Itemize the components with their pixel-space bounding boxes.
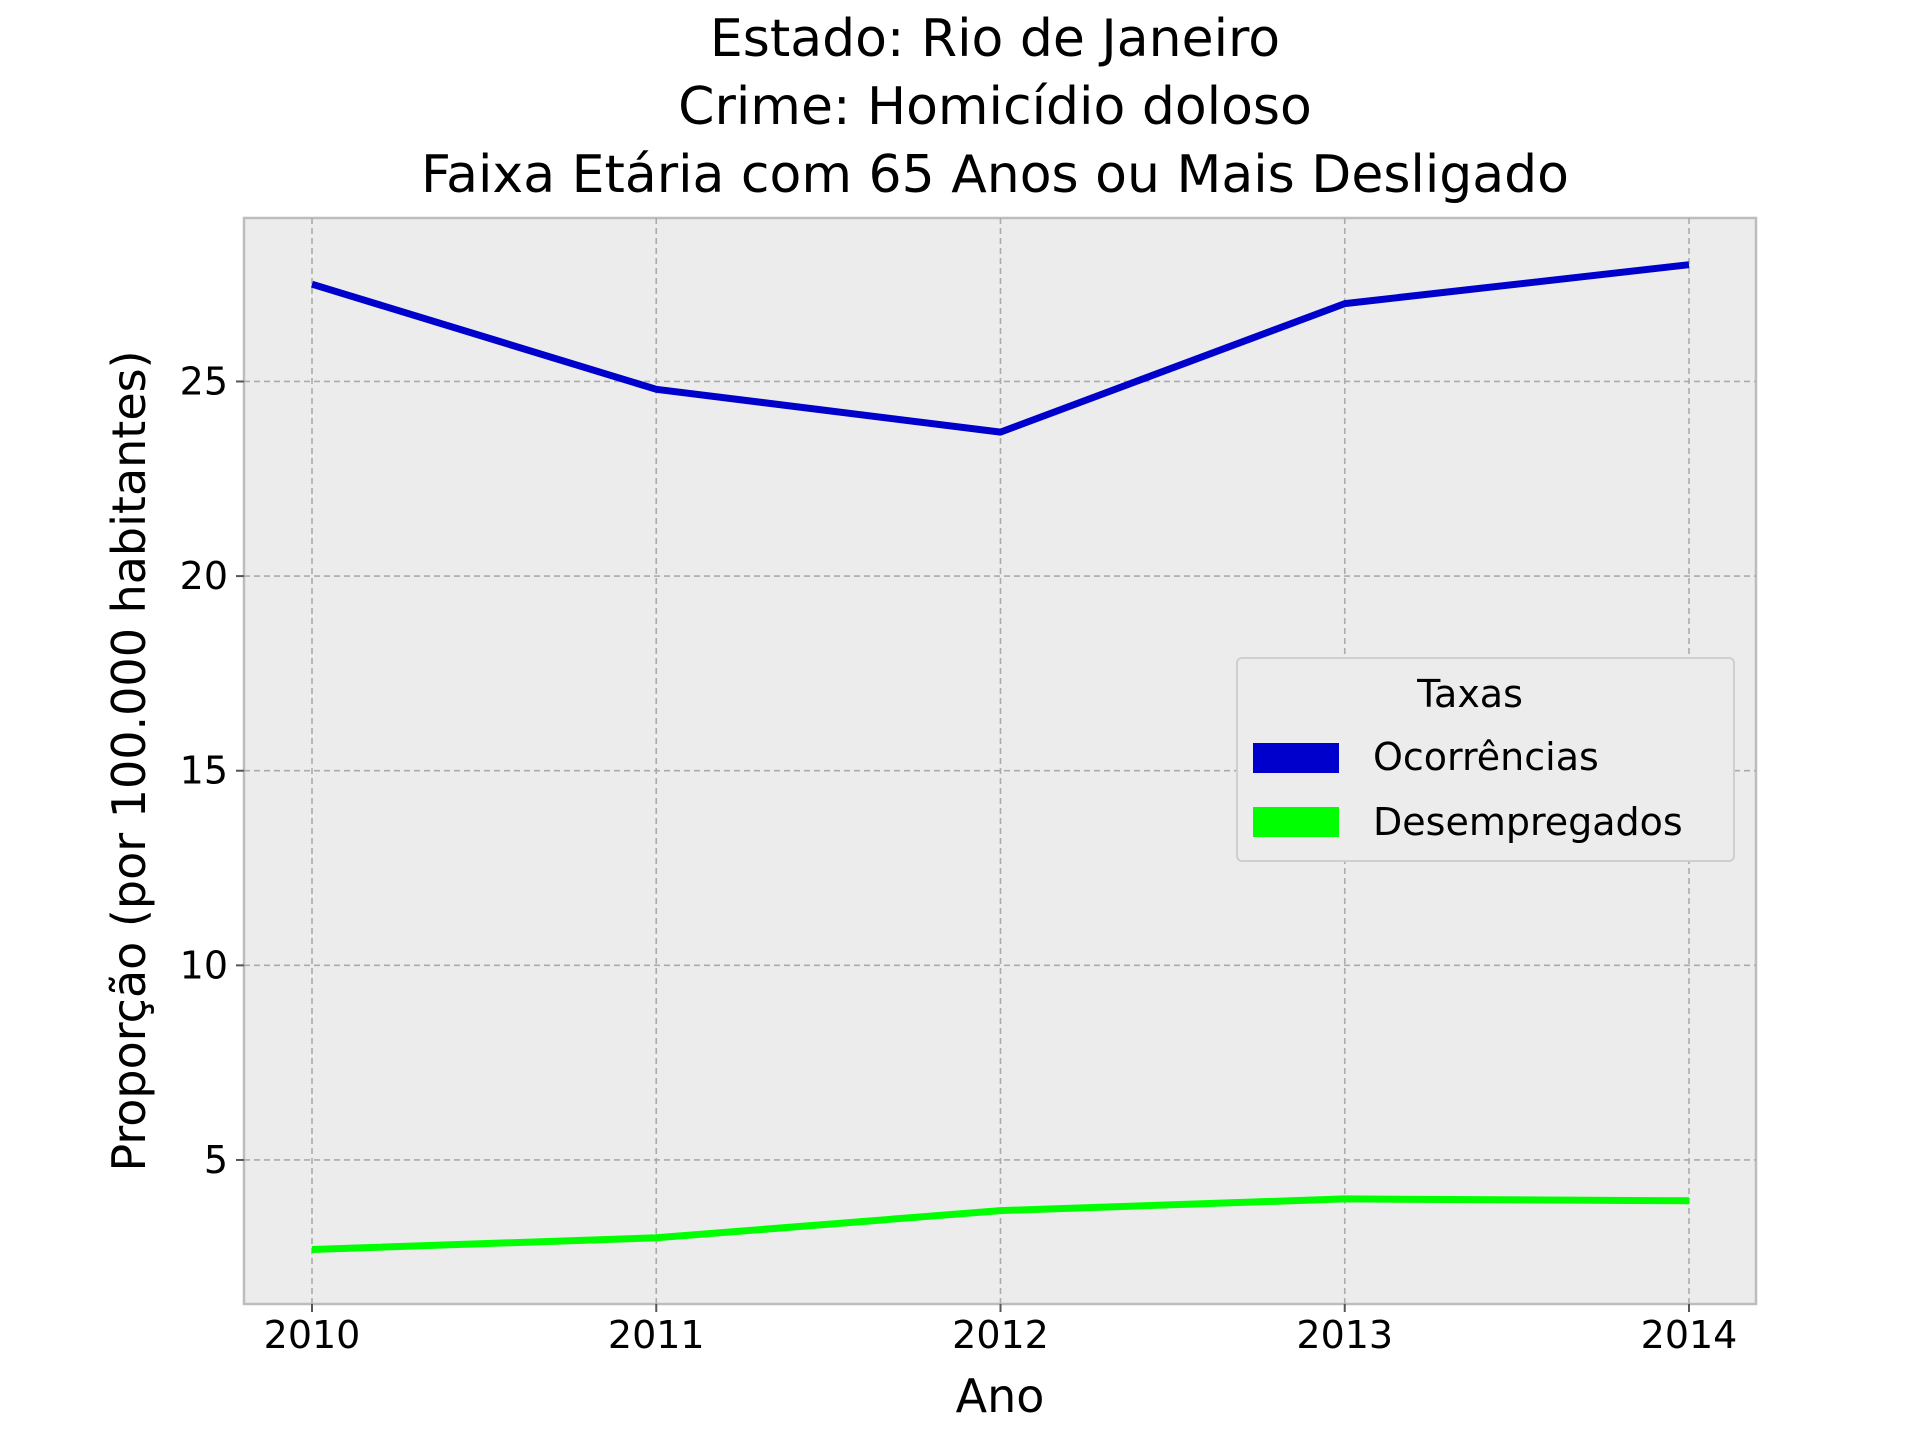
y-tick-label: 5: [204, 1138, 228, 1182]
x-tick-label: 2013: [1296, 1313, 1393, 1357]
x-tick-label: 2012: [952, 1313, 1049, 1357]
series-group: [310, 261, 1690, 1253]
y-axis: 5 10 15 20 25: [180, 359, 244, 1182]
y-tick-label: 20: [180, 554, 228, 598]
legend-label-ocorrencias: Ocorrências: [1373, 735, 1599, 779]
x-tick-label: 2014: [1641, 1313, 1738, 1357]
y-tick-label: 10: [180, 943, 228, 987]
title-line-3: Faixa Etária com 65 Anos ou Mais Desliga…: [421, 145, 1569, 205]
y-tick-label: 15: [180, 749, 228, 793]
x-tick-label: 2010: [264, 1313, 361, 1357]
y-tick-label: 25: [180, 359, 228, 403]
y-axis-label: Proporção (por 100.000 habitantes): [102, 350, 156, 1171]
legend-label-desempregados: Desempregados: [1373, 800, 1683, 844]
x-axis-label: Ano: [956, 1369, 1045, 1423]
x-axis: 2010 2011 2012 2013 2014: [264, 1304, 1738, 1357]
chart-title: Estado: Rio de Janeiro Crime: Homicídio …: [421, 9, 1569, 205]
legend-swatch-desempregados: [1253, 807, 1339, 837]
legend: Taxas Ocorrências Desempregados: [1236, 657, 1735, 862]
legend-box: [1236, 657, 1735, 862]
title-line-2: Crime: Homicídio doloso: [678, 77, 1312, 137]
legend-title: Taxas: [1416, 672, 1523, 716]
legend-swatch-ocorrencias: [1253, 743, 1339, 773]
x-tick-label: 2011: [608, 1313, 705, 1357]
title-line-1: Estado: Rio de Janeiro: [710, 9, 1280, 69]
